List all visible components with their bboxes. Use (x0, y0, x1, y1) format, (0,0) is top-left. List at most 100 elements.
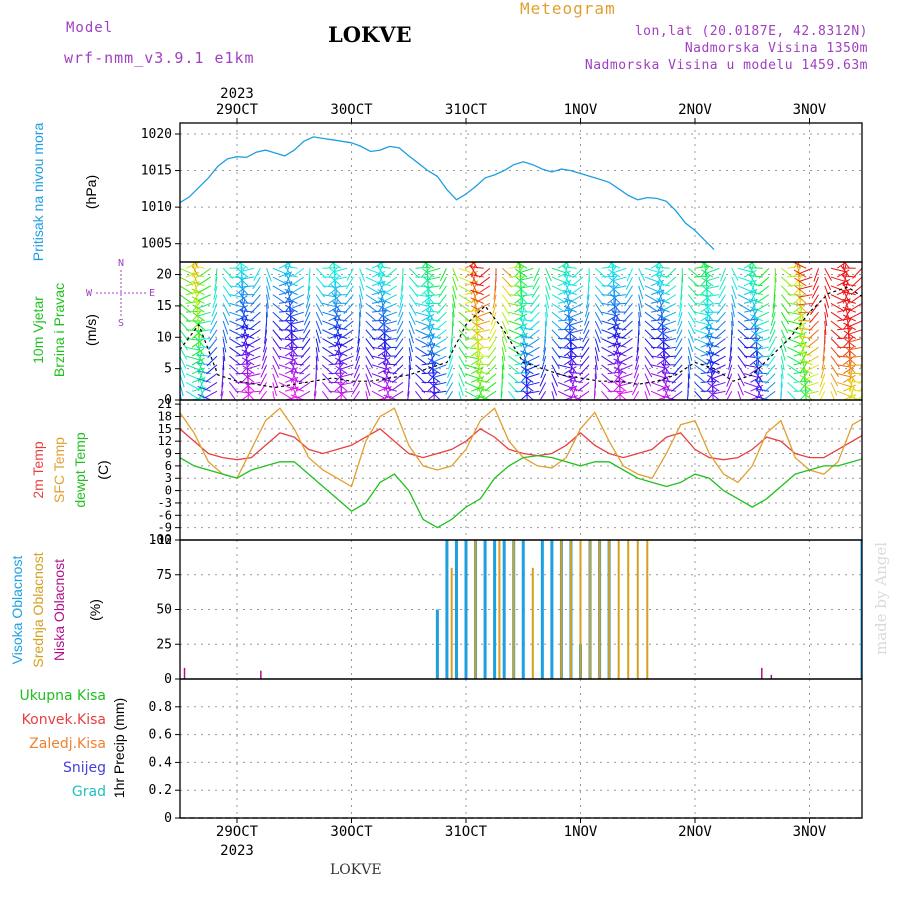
wind-barb (694, 311, 709, 316)
wind-barb (594, 311, 603, 325)
wind-barb (538, 382, 547, 396)
wind-barb (421, 390, 436, 393)
wind-barb (719, 276, 726, 290)
wind-barb (194, 336, 205, 348)
wind-barb (565, 337, 578, 348)
wind-barb (821, 355, 826, 370)
wind-barb (519, 311, 534, 313)
wind-barb (607, 313, 620, 322)
wind-barb (458, 373, 465, 387)
wind-barb (806, 346, 819, 356)
wind-barb (229, 338, 242, 347)
wind-barb (272, 382, 277, 397)
wind-barb (843, 346, 855, 357)
wind-barb (655, 266, 670, 269)
wind-barb (246, 364, 261, 370)
wind-barb (700, 322, 714, 331)
wind-barb (694, 346, 708, 355)
wind-barb (390, 390, 404, 400)
wind-barb (340, 364, 354, 370)
cloud-high-bar (521, 540, 525, 679)
wind-barb (365, 285, 379, 294)
wind-barb (191, 319, 203, 331)
wind-barb (687, 303, 697, 316)
wind-barb (787, 311, 802, 316)
wind-barb (262, 347, 268, 361)
wind-barb (852, 267, 862, 279)
wind-barb (287, 289, 292, 304)
wind-barb (650, 381, 665, 388)
wind-barb (272, 338, 282, 351)
wind-barb (568, 355, 583, 358)
wind-barb (618, 390, 633, 395)
wind-barb (334, 341, 348, 348)
wind-barb (612, 276, 627, 282)
wind-barb (765, 364, 776, 376)
wind-barb (272, 311, 284, 322)
wind-barb (305, 294, 311, 309)
wind-barb (196, 338, 211, 341)
wind-barb (222, 329, 228, 344)
wind-barb (799, 370, 809, 383)
wind-barb (520, 289, 523, 304)
wind-barb (259, 390, 267, 400)
wind-barb (577, 382, 590, 392)
wind-barb (632, 373, 640, 387)
wind-barb (659, 346, 671, 357)
wind-barb (519, 294, 534, 297)
wind-barb (644, 302, 657, 312)
cloud-mid-bar (512, 540, 515, 679)
wind-barb (377, 281, 391, 287)
wind-dir-south: S (118, 318, 124, 329)
wind-barb (612, 334, 627, 340)
wind-barb (209, 320, 218, 334)
wind-barb (836, 262, 848, 269)
wind-barb (766, 355, 776, 368)
wind-barb (352, 390, 361, 400)
wind-barb (748, 267, 763, 269)
wind-barb (408, 338, 414, 353)
wind-barb (340, 346, 354, 355)
wind-barb (769, 320, 776, 335)
wind-barb (644, 373, 652, 387)
wind-barb (452, 303, 455, 318)
wind-barb (594, 329, 601, 343)
wind-barb (805, 364, 819, 372)
wind-barb (471, 321, 484, 331)
wind-barb (601, 311, 616, 316)
wind-barb (551, 391, 555, 400)
wind-barb (391, 373, 404, 383)
wind-barb (196, 307, 199, 322)
wind-barb (794, 277, 807, 287)
wind-barb (701, 277, 714, 287)
ylabel-cloud-high: Visoka Oblacnost (9, 556, 25, 665)
wind-barb (371, 390, 385, 399)
wind-barb (241, 341, 255, 348)
wind-barb (677, 312, 683, 326)
cloud-mid-bar (560, 540, 563, 679)
wind-barb (342, 320, 354, 331)
wind-barb (529, 311, 540, 323)
cloud-mid-bar (646, 540, 649, 679)
wind-barb (619, 364, 633, 371)
panel-bg-pressure (180, 123, 862, 262)
wind-barb (601, 302, 616, 307)
wind-barb (621, 320, 633, 331)
wind-barb (465, 338, 480, 340)
wind-barb (781, 276, 793, 287)
wind-barb (601, 320, 616, 326)
wind-barb (799, 307, 803, 322)
wind-barb (229, 294, 244, 298)
wind-barb (731, 312, 734, 327)
wind-barb (771, 303, 776, 318)
wind-barb (715, 311, 726, 324)
ytick-label-temperature: -9 (158, 521, 172, 535)
wind-barb (848, 338, 862, 343)
wind-barb (694, 338, 708, 345)
wind-barb (381, 345, 391, 357)
wind-barb (185, 364, 200, 371)
wind-barb (229, 364, 240, 375)
wind-barb (185, 381, 199, 390)
wind-barb (796, 301, 807, 313)
wind-barb (197, 333, 201, 348)
